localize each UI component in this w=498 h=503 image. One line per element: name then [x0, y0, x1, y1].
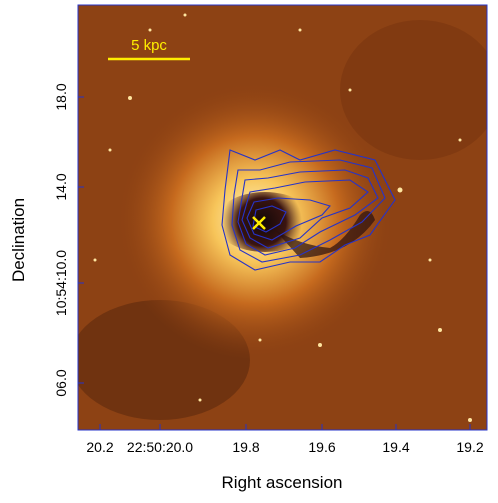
- position-marker: [252, 216, 266, 230]
- x-tick-label: 19.8: [232, 439, 259, 455]
- x-tick-label: 22:50:20.0: [127, 439, 193, 455]
- y-tick-label: 18.0: [53, 83, 69, 110]
- contours: [221, 149, 396, 271]
- x-axis-title: Right ascension: [222, 473, 343, 492]
- y-axis-title: Declination: [9, 198, 28, 282]
- x-tick-label: 19.4: [382, 439, 409, 455]
- x-tick-label: 19.2: [456, 439, 483, 455]
- y-tick-label: 14.0: [53, 173, 69, 200]
- image: 5 kpc: [78, 5, 487, 430]
- frame: [77, 4, 488, 431]
- x-tick-label: 19.6: [308, 439, 335, 455]
- y-tick-label: 06.0: [53, 369, 69, 396]
- x-tick-label: 20.2: [86, 439, 113, 455]
- scale-bar-label: 5 kpc: [131, 37, 167, 54]
- y-tick-label: 10:54:10.0: [53, 250, 69, 316]
